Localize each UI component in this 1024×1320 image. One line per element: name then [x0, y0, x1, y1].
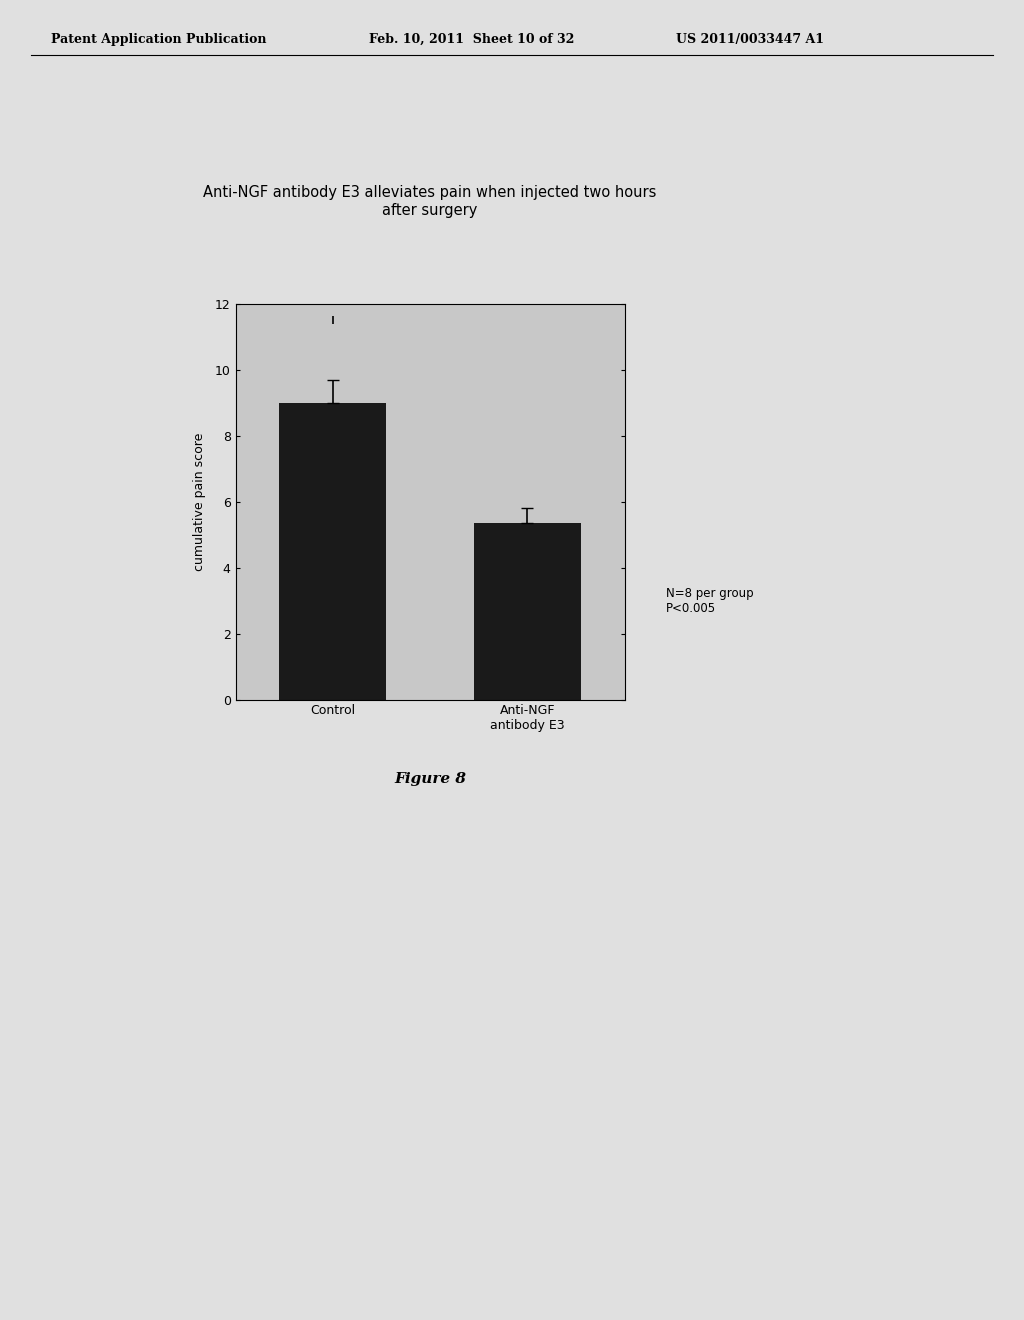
Text: Figure 8: Figure 8 [394, 772, 466, 787]
Bar [474, 523, 581, 700]
Text: Patent Application Publication: Patent Application Publication [51, 33, 266, 46]
Y-axis label: cumulative pain score: cumulative pain score [194, 433, 207, 570]
Text: Anti-NGF antibody E3 alleviates pain when injected two hours
after surgery: Anti-NGF antibody E3 alleviates pain whe… [204, 185, 656, 218]
Bar [280, 403, 386, 700]
Text: N=8 per group
P<0.005: N=8 per group P<0.005 [666, 586, 754, 615]
Text: US 2011/0033447 A1: US 2011/0033447 A1 [676, 33, 824, 46]
Text: Feb. 10, 2011  Sheet 10 of 32: Feb. 10, 2011 Sheet 10 of 32 [369, 33, 574, 46]
